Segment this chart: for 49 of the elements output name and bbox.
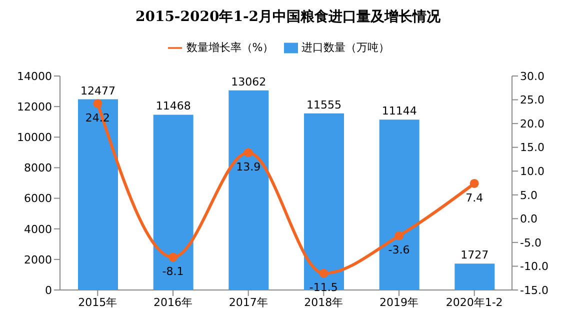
x-tick-label: 2019年: [380, 296, 418, 309]
y-tick-label: 0: [45, 284, 52, 297]
data-label: 13.9: [236, 160, 261, 174]
bar: [153, 114, 194, 290]
bar: [228, 90, 269, 290]
x-tick-label: 2015年: [78, 296, 118, 309]
y2-tick-label: 15.0: [520, 141, 544, 154]
y2-tick-label: -10.0: [520, 260, 548, 274]
bar: [454, 264, 495, 290]
bar: [78, 99, 118, 290]
y-tick-label: 14000: [17, 70, 52, 83]
x-tick-label: 2017年: [228, 296, 268, 309]
data-label: -8.1: [162, 264, 184, 278]
y-tick-label: 6000: [24, 192, 52, 206]
legend-label: 数量增长率（%）: [186, 41, 274, 54]
chart-title: 2015-2020年1-2月中国粮食进口量及增长情况: [134, 8, 442, 27]
y2-tick-label: 30.0: [520, 70, 544, 83]
y2-tick-label: 25.0: [520, 94, 544, 107]
data-label: 7.4: [466, 191, 484, 204]
y2-tick-label: -5.0: [520, 236, 542, 250]
data-label: 1727: [460, 248, 489, 262]
y-tick-label: 10000: [17, 131, 52, 144]
y2-tick-label: 20.0: [520, 117, 544, 130]
bar: [379, 120, 420, 290]
y2-tick-label: -15.0: [520, 284, 548, 297]
point: [470, 178, 479, 188]
y-tick-label: 8000: [24, 162, 52, 175]
x-tick-label: 2018年: [304, 296, 344, 309]
x-tick-label: 2016年: [154, 296, 192, 309]
y-tick-label: 2000: [24, 253, 52, 266]
data-label: -3.6: [388, 244, 410, 257]
y2-tick-label: 10.0: [520, 165, 544, 178]
y2-tick-label: 5.0: [520, 188, 538, 202]
y-tick-label: 12000: [17, 100, 52, 114]
data-label: 11555: [306, 98, 342, 112]
data-label: 11144: [382, 104, 417, 118]
x-tick-label: 2020年1-2: [446, 296, 503, 309]
y-tick-label: 4000: [24, 222, 52, 236]
point: [244, 148, 253, 158]
data-label: 11468: [156, 100, 191, 113]
point: [394, 231, 404, 240]
point: [93, 99, 102, 108]
y2-tick-label: 0.0: [520, 212, 538, 226]
point: [168, 252, 178, 262]
point: [319, 268, 328, 278]
data-label: 12477: [80, 84, 116, 98]
legend-label: 进口数量（万吨）: [302, 41, 390, 54]
bar: [304, 113, 344, 290]
data-label: 13062: [231, 75, 266, 88]
